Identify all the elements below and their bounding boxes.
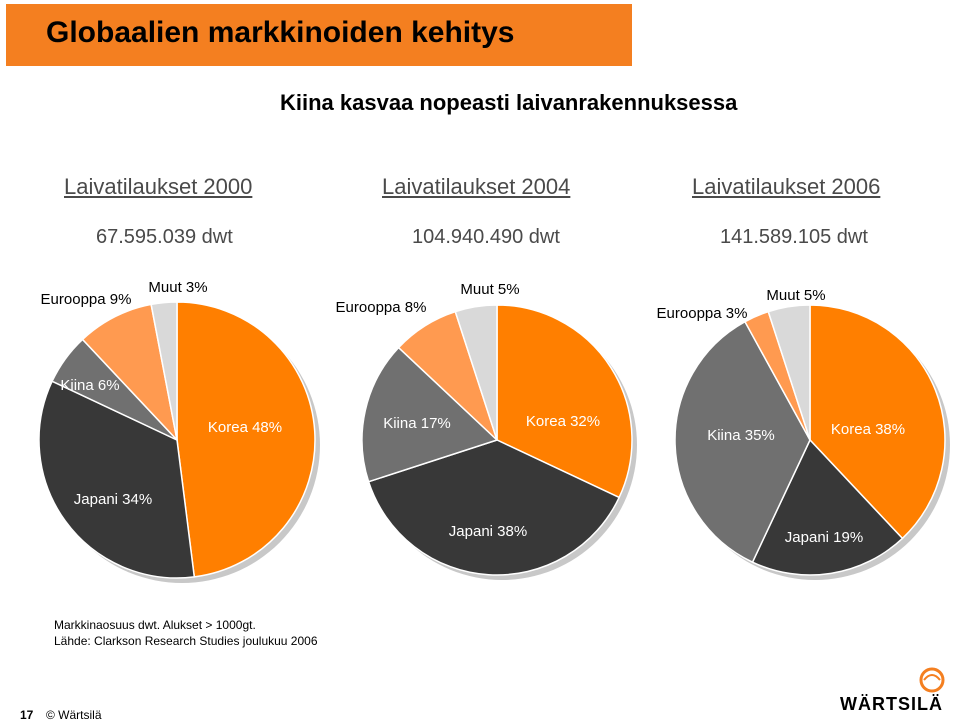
chart-title-2006: Laivatilaukset 2006 [692,174,881,199]
page-number: 17 [20,708,34,722]
pie-slice-japani [751,438,904,576]
data-label-korea: Korea 48% [208,419,282,436]
pie-slice-muut [767,304,811,441]
wartsila-logo: WÄRTSILÄ [840,666,950,718]
data-label-japani: Japani 38% [449,523,527,540]
total-dwt-2006: 141.589.105 dwt [720,226,868,248]
note-source: Lähde: Clarkson Research Studies jouluku… [54,634,318,648]
data-label-kiina: Kiina 35% [707,427,775,444]
page-title: Globaalien markkinoiden kehitys [46,16,515,49]
total-dwt-2004: 104.940.490 dwt [412,226,560,248]
data-label-japani: Japani 34% [74,491,152,508]
data-label-korea: Korea 32% [526,413,600,430]
data-label-korea: Korea 38% [831,421,905,438]
data-label-eurooppa: Eurooppa 9% [41,291,132,308]
data-label-muut: Muut 3% [148,279,207,296]
data-label-kiina: Kiina 17% [383,415,451,432]
total-dwt-2000: 67.595.039 dwt [96,226,233,248]
logo-mark-icon [919,667,945,693]
pie-slice-japani [367,439,621,576]
data-label-muut: Muut 5% [766,287,825,304]
data-label-kiina: Kiina 6% [60,377,119,394]
pie-slice-korea [809,304,946,540]
data-label-muut: Muut 5% [460,281,519,298]
pie-slice-korea [176,301,316,578]
chart-title-2000: Laivatilaukset 2000 [64,174,253,199]
note-market-share: Markkinaosuus dwt. Alukset > 1000gt. [54,618,256,632]
data-label-japani: Japani 19% [785,529,863,546]
chart-title-2004: Laivatilaukset 2004 [382,174,571,199]
title-bar [6,4,632,66]
pie-slice-muut [454,304,498,441]
pie-slice-kiina [361,346,499,483]
copyright: © Wärtsilä [46,708,102,722]
pie-slice-kiina [674,320,811,564]
pie-slice-muut [150,301,178,441]
logo-text: WÄRTSILÄ [840,694,943,714]
page-subtitle: Kiina kasvaa nopeasti laivanrakennuksess… [280,90,738,115]
data-label-eurooppa: Eurooppa 3% [657,305,748,322]
pie-slice-korea [496,304,633,499]
data-label-eurooppa: Eurooppa 8% [336,299,427,316]
